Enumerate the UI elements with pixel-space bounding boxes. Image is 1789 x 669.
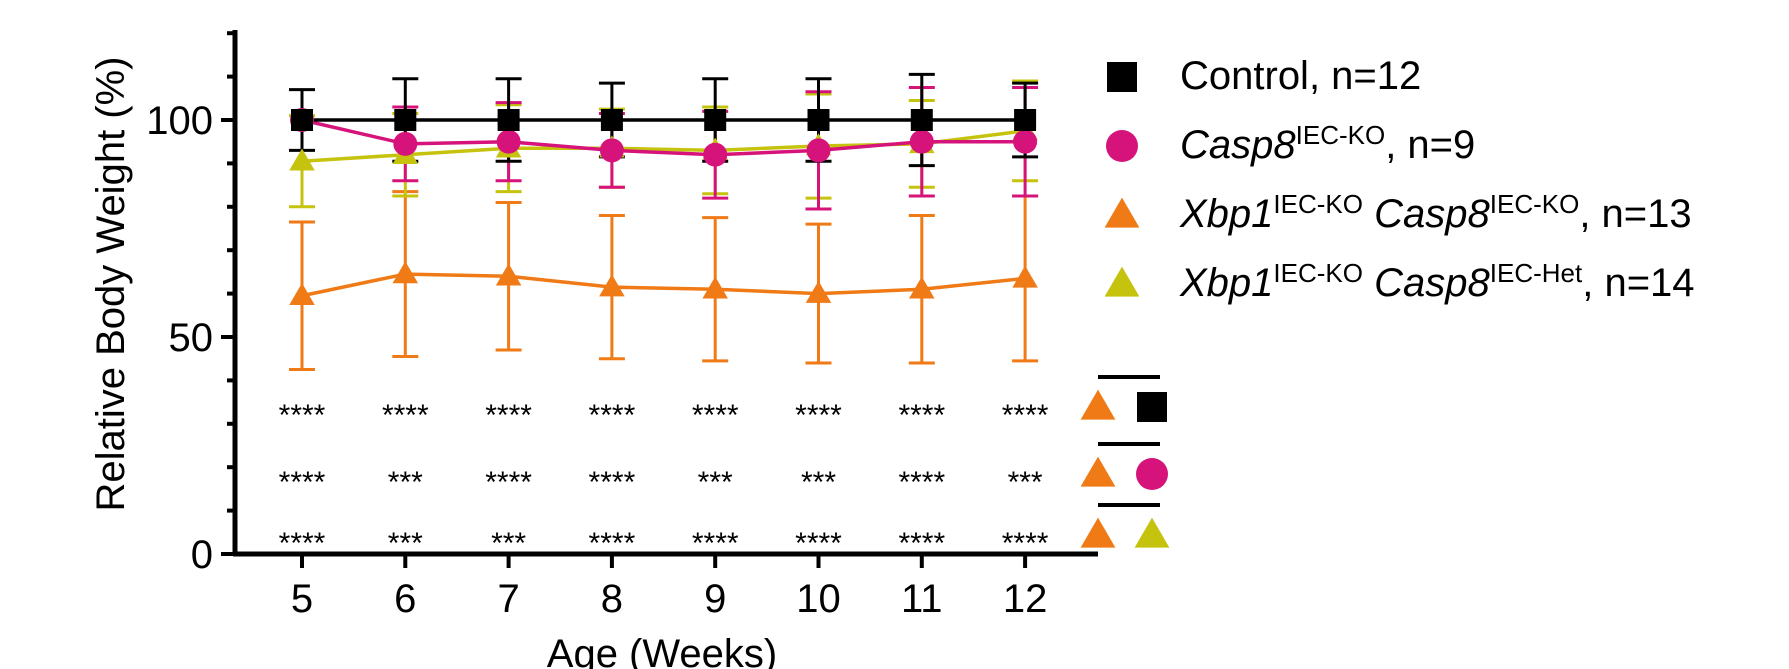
significance-stars: ****	[692, 399, 739, 432]
significance-stars: ****	[898, 527, 945, 560]
series-line	[301, 272, 1026, 298]
data-point	[599, 138, 624, 163]
legend-marker-shape	[1107, 62, 1137, 92]
series-layer	[289, 72, 1039, 372]
comparison-marker	[1134, 517, 1170, 548]
significance-stars: ****	[1002, 399, 1049, 432]
significance-stars: ****	[589, 527, 636, 560]
significance-stars: ****	[898, 399, 945, 432]
data-point	[600, 109, 623, 131]
significance-stars: ****	[279, 527, 326, 560]
data-point	[1012, 265, 1038, 288]
significance-stars: ****	[279, 399, 326, 432]
legend-label: Xbp1IEC-KO Casp8IEC-Het, n=14	[1180, 258, 1695, 305]
x-tick-label: 6	[394, 577, 416, 621]
significance-stars: ***	[388, 527, 423, 560]
axes: 0 50 100 5 6 7 8 9 10 11 12	[146, 30, 1098, 621]
significance-stars: ****	[589, 399, 636, 432]
x-tick-label: 11	[901, 577, 943, 621]
significance-stars: ****	[795, 527, 842, 560]
legend-marker-triangle	[1105, 198, 1139, 228]
comparison-marker	[1080, 456, 1116, 487]
data-point	[702, 276, 728, 299]
x-tick-label: 8	[601, 577, 623, 621]
significance-stars: ****	[589, 466, 636, 499]
y-axis-label: Relative Body Weight (%)	[89, 57, 133, 512]
significance-stars: ****	[279, 466, 326, 499]
data-point	[599, 274, 625, 297]
legend-marker-triangle	[1105, 267, 1139, 297]
significance-stars: ****	[692, 527, 739, 560]
legend-marker-shape	[1106, 130, 1138, 162]
data-point	[909, 129, 934, 154]
legend-label: Xbp1IEC-KO Casp8IEC-KO, n=13	[1180, 189, 1692, 236]
comparison-marker	[1080, 389, 1116, 420]
data-point	[393, 131, 418, 156]
data-point	[704, 109, 727, 131]
data-point	[909, 276, 935, 299]
data-point	[392, 261, 419, 284]
y-tick-label: 100	[146, 99, 213, 143]
legend-marker-square	[1107, 62, 1137, 92]
significance-stars: ***	[388, 466, 423, 499]
data-point	[495, 263, 522, 286]
data-point	[807, 109, 830, 131]
data-point	[394, 109, 417, 131]
data-point	[1014, 109, 1037, 131]
significance-stars: ***	[801, 466, 836, 499]
series-line	[301, 118, 1026, 157]
comparison-marker	[1136, 458, 1168, 490]
legend-marker-circle	[1106, 130, 1138, 162]
data-point	[805, 280, 832, 303]
significance-stars: ****	[898, 466, 945, 499]
significance-stars: ***	[1008, 466, 1043, 499]
data-point	[910, 109, 933, 131]
significance-stars: ***	[698, 466, 733, 499]
y-tick-label: 0	[191, 533, 213, 577]
x-tick-label: 12	[1003, 577, 1048, 621]
significance-stars: ****	[795, 399, 842, 432]
data-point	[289, 148, 315, 171]
legend-label: Casp8IEC-KO, n=9	[1180, 120, 1476, 167]
x-tick-label: 9	[704, 577, 726, 621]
x-tick-label: 5	[291, 577, 313, 621]
x-tick-label: 7	[497, 577, 519, 621]
data-point	[289, 283, 315, 306]
significance-stars: ****	[485, 466, 532, 499]
significance-stars: ****	[485, 399, 532, 432]
data-point	[291, 109, 313, 131]
x-tick-label: 10	[796, 577, 841, 621]
comparison-marker	[1080, 517, 1116, 548]
significance-stars: ****	[382, 399, 429, 432]
legend-marker-shape	[1105, 198, 1139, 228]
data-point	[703, 142, 728, 167]
data-point	[496, 129, 521, 154]
x-axis-label: Age (Weeks)	[547, 632, 777, 669]
y-tick-label: 50	[169, 316, 214, 360]
significance-stars: ***	[491, 527, 526, 560]
significance-stars: ****	[1002, 527, 1049, 560]
data-point	[497, 109, 520, 131]
comparison-marker	[1137, 392, 1167, 422]
data-point	[806, 138, 831, 163]
legend-label: Control, n=12	[1180, 54, 1422, 98]
significance-layer: **** **** **** **** **** **** **** ******** *** *…	[279, 375, 1170, 560]
data-point	[1013, 129, 1038, 154]
legend-marker-shape	[1105, 267, 1139, 297]
